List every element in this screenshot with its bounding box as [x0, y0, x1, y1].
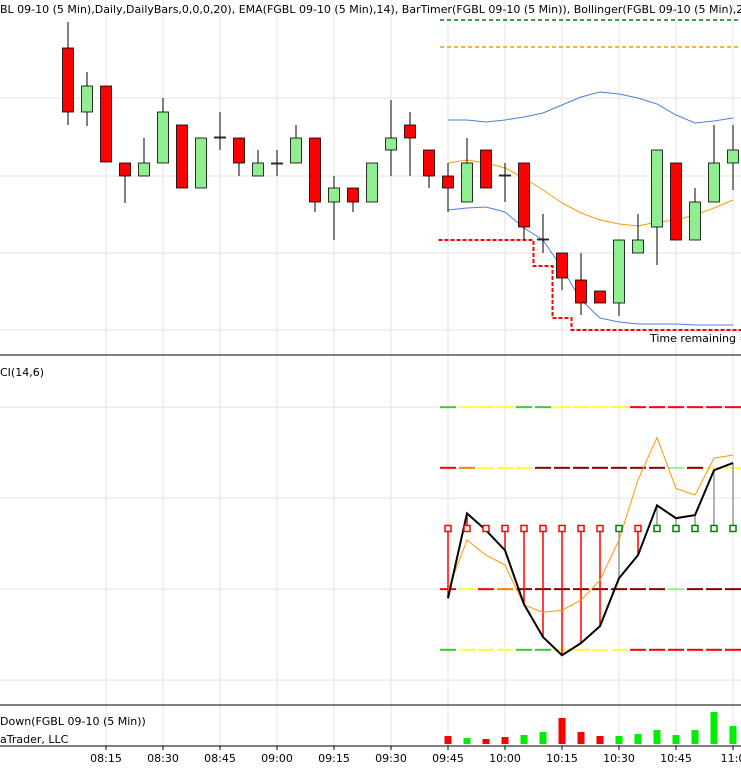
volume-bar [444, 736, 452, 744]
candle-body [708, 162, 720, 203]
signal-marker [672, 524, 680, 533]
candle-body [727, 149, 739, 164]
x-tick-label: 08:30 [147, 752, 179, 765]
x-tick-label: 11:0 [721, 752, 741, 765]
volume-bar [634, 734, 642, 744]
x-axis: 08:15 08:30 08:45 09:00 09:15 09:30 09:45 10:00… [90, 746, 741, 765]
volume-bar [577, 732, 585, 744]
signal-marker [577, 524, 585, 533]
candle-body [366, 162, 378, 203]
candle-body [594, 290, 606, 304]
candle-body [632, 239, 644, 254]
candle-body [62, 47, 74, 113]
candle-body [423, 149, 435, 177]
x-tick-label: 08:45 [204, 752, 236, 765]
candle-body [252, 162, 264, 177]
volume-bar [482, 739, 490, 744]
volume-bar [596, 736, 604, 744]
ema-line [447, 159, 734, 227]
stop-line [438, 239, 741, 331]
candle-body [81, 85, 93, 113]
signal-marker [463, 524, 471, 533]
candle-body [328, 187, 340, 203]
candle-body [195, 137, 207, 189]
candle-body [138, 162, 150, 177]
indicator-title: CI(14,6) [0, 366, 44, 379]
signal-marker [653, 524, 661, 533]
candle-body [385, 137, 397, 151]
candle-body [100, 85, 112, 163]
signal-marker [710, 524, 718, 533]
volume-bar [710, 712, 718, 744]
volume-bar [539, 732, 547, 744]
candle-body [214, 136, 226, 139]
x-tick-label: 09:30 [375, 752, 407, 765]
candle-body [157, 111, 169, 164]
x-tick-label: 09:15 [318, 752, 350, 765]
volume-bar [729, 726, 737, 744]
candle-body [651, 149, 663, 228]
signal-marker [482, 524, 490, 533]
chart-title: BL 09-10 (5 Min),Daily,DailyBars,0,0,0,2… [0, 3, 741, 16]
candle-body [518, 162, 530, 228]
signal-marker [615, 524, 623, 533]
signal-marker [729, 524, 737, 533]
signal-marker [691, 524, 699, 533]
candle-body [309, 137, 321, 203]
candle-body [461, 162, 473, 203]
footer-text: aTrader, LLC [0, 733, 69, 746]
bollinger-band [448, 91, 734, 124]
signal-marker [539, 524, 547, 533]
candle-body [499, 174, 511, 177]
x-tick-label: 10:45 [660, 752, 692, 765]
candle-body [613, 239, 625, 304]
volume-bar [463, 738, 471, 744]
indicator-line [447, 436, 734, 613]
candle-body [480, 149, 492, 189]
volume-bar [520, 735, 528, 744]
volume-bar [691, 730, 699, 744]
signal-marker [501, 524, 509, 533]
candle-body [537, 238, 549, 241]
x-tick-label: 09:00 [261, 752, 293, 765]
candle-body [575, 279, 587, 304]
candle-body [119, 162, 131, 177]
indicator-line [447, 462, 734, 657]
candle-body [670, 162, 682, 241]
annotation: Time remaining = [649, 332, 741, 345]
candle-body [404, 124, 416, 139]
volume-bar [653, 730, 661, 744]
volume-bar [558, 718, 566, 744]
x-tick-label: 10:15 [546, 752, 578, 765]
marks [62, 19, 741, 744]
candle-body [442, 175, 454, 189]
volume-bar [615, 736, 623, 744]
candle-body [689, 201, 701, 241]
signal-marker [596, 524, 604, 533]
indicator-title: Down(FGBL 09-10 (5 Min)) [0, 715, 146, 728]
volume-bar [672, 735, 680, 744]
bollinger-band [447, 206, 733, 326]
x-tick-label: 08:15 [90, 752, 122, 765]
signal-marker [558, 524, 566, 533]
candle-body [271, 162, 283, 165]
candle-body [290, 137, 302, 164]
x-tick-label: 09:45 [432, 752, 464, 765]
volume-bar [501, 737, 509, 744]
candle-body [347, 187, 359, 203]
signal-marker [520, 524, 528, 533]
candle-body [556, 252, 568, 279]
candle-body [233, 137, 245, 164]
x-tick-label: 10:00 [489, 752, 521, 765]
signal-marker [444, 524, 452, 533]
signal-marker [634, 524, 642, 533]
candle-body [176, 124, 188, 189]
x-tick-label: 10:30 [603, 752, 635, 765]
